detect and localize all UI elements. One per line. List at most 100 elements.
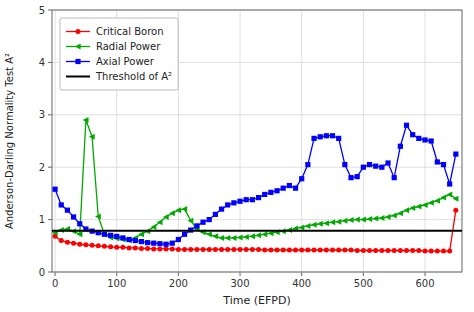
point — [83, 117, 89, 123]
point — [348, 175, 353, 180]
plot-area — [52, 117, 462, 254]
point — [398, 248, 403, 253]
tick — [48, 167, 52, 168]
point — [244, 197, 249, 202]
point — [89, 134, 95, 140]
legend-item: Threshold of A² — [66, 71, 172, 82]
point — [404, 248, 409, 253]
point — [157, 241, 162, 246]
point — [108, 233, 113, 238]
tick-label: 5 — [39, 5, 45, 16]
point — [410, 248, 415, 253]
point — [213, 247, 218, 252]
line — [55, 120, 456, 241]
point — [410, 132, 415, 137]
legend: Critical BoronRadial PowerAxial PowerThr… — [60, 18, 178, 90]
point — [329, 219, 335, 225]
point — [145, 246, 150, 251]
point — [318, 247, 323, 252]
point — [151, 246, 156, 251]
point — [392, 248, 397, 253]
point — [164, 246, 169, 251]
tick-label: 2 — [39, 162, 45, 173]
point — [386, 248, 391, 253]
point — [379, 215, 385, 221]
tick — [301, 272, 302, 276]
point — [151, 241, 156, 246]
point — [354, 217, 360, 223]
point — [71, 241, 76, 246]
point — [138, 231, 144, 237]
tick-label: 400 — [292, 278, 311, 289]
point — [207, 217, 212, 222]
point — [446, 191, 452, 197]
legend-item: Axial Power — [66, 56, 155, 67]
point — [336, 136, 341, 141]
point — [96, 243, 101, 248]
tick — [55, 272, 56, 276]
point — [101, 231, 107, 237]
legend-label: Threshold of A² — [95, 71, 172, 82]
point — [218, 235, 224, 241]
legend-item: Radial Power — [66, 41, 161, 52]
tick — [48, 62, 52, 63]
point — [324, 133, 329, 138]
point — [182, 232, 187, 237]
tick-label: 300 — [230, 278, 249, 289]
point — [349, 247, 354, 252]
point — [348, 217, 354, 223]
legend-marker — [76, 29, 81, 34]
tick-label: 3 — [39, 109, 45, 120]
point — [385, 160, 390, 165]
point — [176, 237, 181, 242]
point — [440, 195, 446, 201]
point — [256, 195, 261, 200]
point — [434, 198, 440, 204]
point — [281, 247, 286, 252]
point — [355, 174, 360, 179]
point — [262, 231, 268, 237]
point — [335, 219, 341, 225]
tick-label: 200 — [169, 278, 188, 289]
point — [361, 165, 366, 170]
point — [429, 249, 434, 254]
point — [163, 214, 169, 220]
point — [194, 247, 199, 252]
point — [429, 138, 434, 143]
tick — [48, 272, 52, 273]
point — [453, 152, 458, 157]
point — [262, 192, 267, 197]
point — [275, 247, 280, 252]
point — [219, 247, 224, 252]
point — [102, 244, 107, 249]
point — [77, 221, 82, 226]
tick-label: 100 — [107, 278, 126, 289]
point — [238, 247, 243, 252]
point — [416, 248, 421, 253]
tick-label: 1 — [39, 214, 45, 225]
point — [422, 202, 428, 208]
point — [367, 162, 372, 167]
tick — [48, 114, 52, 115]
point — [231, 235, 237, 241]
point — [379, 248, 384, 253]
point — [342, 218, 348, 224]
chart: 0100200300400500600012345Time (EFPD)Ande… — [0, 0, 474, 312]
point — [59, 202, 64, 207]
point — [293, 247, 298, 252]
point — [206, 231, 212, 237]
point — [249, 233, 255, 239]
point — [120, 245, 125, 250]
point — [397, 210, 403, 216]
grid-line — [52, 114, 462, 115]
point — [225, 247, 230, 252]
point — [416, 136, 421, 141]
point — [157, 219, 163, 225]
point — [453, 196, 459, 202]
series — [52, 230, 462, 231]
grid-line — [363, 10, 364, 272]
point — [435, 249, 440, 254]
point — [83, 242, 88, 247]
point — [182, 247, 187, 252]
tick-label: 500 — [354, 278, 373, 289]
